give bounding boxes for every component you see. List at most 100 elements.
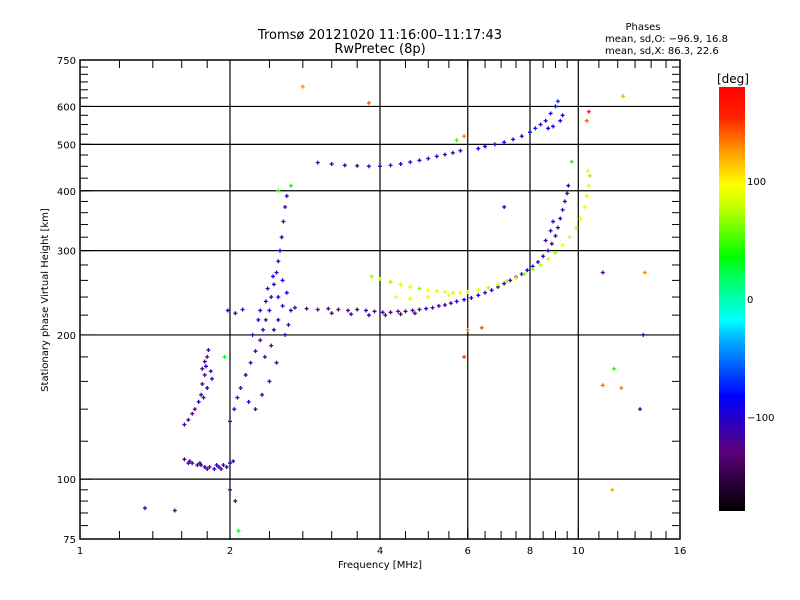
- data-point: [172, 508, 177, 513]
- data-point: [641, 332, 646, 337]
- data-point: [208, 369, 213, 374]
- data-point: [519, 134, 524, 139]
- data-point: [553, 233, 558, 238]
- data-point: [408, 284, 413, 289]
- data-point: [586, 109, 591, 114]
- data-point: [479, 325, 484, 330]
- data-point: [476, 288, 481, 293]
- x-tick-label: 16: [674, 546, 687, 557]
- data-point: [489, 288, 494, 293]
- data-point: [566, 183, 571, 188]
- data-point: [587, 173, 592, 178]
- data-point: [233, 499, 238, 504]
- data-point: [476, 293, 481, 298]
- data-point: [248, 360, 253, 365]
- data-point: [430, 305, 435, 310]
- data-point: [228, 419, 232, 424]
- data-point: [195, 463, 200, 468]
- data-point: [522, 272, 527, 277]
- data-point: [586, 183, 591, 188]
- data-point: [426, 295, 431, 300]
- data-point: [253, 349, 258, 354]
- data-point: [505, 279, 510, 284]
- data-point: [202, 465, 207, 470]
- data-point: [205, 467, 210, 472]
- data-point: [465, 327, 470, 332]
- data-point: [222, 354, 227, 359]
- data-point: [642, 270, 647, 275]
- data-point: [434, 289, 439, 294]
- data-point: [530, 267, 535, 272]
- data-point: [454, 299, 459, 304]
- data-point: [380, 310, 385, 315]
- data-point: [206, 348, 211, 353]
- data-point: [329, 161, 334, 166]
- data-point: [378, 276, 382, 281]
- data-point: [276, 317, 281, 322]
- chart-title: Tromsø 20121020 11:16:00–11:17:43: [257, 28, 502, 43]
- data-point: [284, 194, 289, 199]
- data-point: [543, 118, 548, 123]
- data-point: [250, 332, 255, 337]
- data-point: [228, 461, 232, 466]
- data-point: [288, 308, 293, 313]
- data-point: [190, 411, 195, 416]
- data-point: [262, 354, 267, 359]
- data-point: [186, 417, 191, 422]
- data-point: [209, 376, 214, 381]
- data-point: [279, 235, 284, 240]
- data-point: [450, 150, 455, 155]
- data-point: [342, 163, 347, 168]
- data-point: [582, 204, 587, 209]
- colorbar-tick-label: −100: [747, 413, 774, 424]
- colorbar-tick-labels: 100 0 −100: [747, 177, 774, 424]
- data-point: [569, 159, 574, 164]
- data-point: [263, 299, 268, 304]
- x-tick-label: 1: [77, 546, 83, 557]
- data-point: [225, 308, 230, 313]
- data-point: [555, 99, 560, 104]
- data-point: [233, 311, 238, 316]
- data-point: [403, 309, 408, 314]
- data-point: [495, 282, 500, 287]
- data-point: [446, 293, 451, 298]
- data-point: [551, 219, 556, 224]
- data-point: [483, 290, 488, 295]
- data-point: [388, 163, 393, 168]
- data-point: [548, 111, 553, 116]
- data-point: [315, 160, 320, 165]
- data-point: [203, 364, 208, 369]
- data-point: [235, 395, 240, 400]
- data-point: [396, 309, 401, 314]
- data-point: [200, 381, 205, 386]
- y-tick-label: 600: [57, 102, 76, 113]
- data-point: [236, 528, 241, 533]
- data-point: [256, 317, 261, 322]
- data-point: [336, 307, 341, 312]
- data-point: [584, 118, 589, 123]
- data-point: [567, 235, 572, 240]
- data-point: [502, 281, 507, 286]
- data-point: [329, 311, 334, 316]
- data-point: [192, 407, 197, 412]
- stats-x-mode: mean, sd,X: 86.3, 22.6: [605, 46, 719, 57]
- data-point: [190, 461, 195, 466]
- data-point: [219, 467, 224, 472]
- data-point: [393, 295, 398, 300]
- data-point: [562, 199, 567, 204]
- data-point: [388, 279, 393, 284]
- data-point: [553, 104, 558, 109]
- y-tick-label: 750: [57, 56, 76, 67]
- data-point: [267, 379, 272, 384]
- data-point: [274, 270, 279, 275]
- x-tick-label: 8: [527, 546, 533, 557]
- data-point: [417, 286, 422, 291]
- data-point: [417, 158, 422, 163]
- data-point: [408, 160, 413, 165]
- data-point: [553, 250, 558, 255]
- data-point: [187, 459, 192, 464]
- data-point: [221, 463, 226, 468]
- x-tick-labels: 1 2 4 6 8 10 16: [77, 546, 687, 557]
- data-point: [271, 282, 276, 287]
- data-point: [638, 407, 643, 412]
